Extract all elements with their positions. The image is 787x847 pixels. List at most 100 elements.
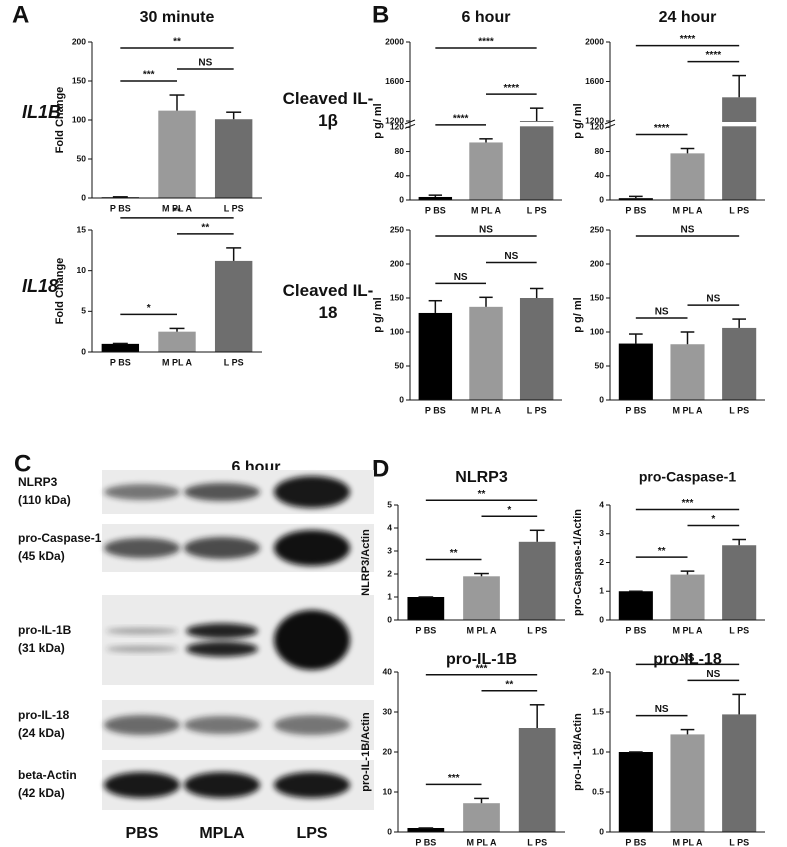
significance-label: **	[478, 489, 486, 500]
bar	[158, 110, 196, 198]
row-label: Cleaved IL-1β	[282, 89, 374, 130]
y-axis-label: p g/ ml	[572, 103, 584, 138]
significance-label: **	[658, 546, 666, 557]
x-tick-label: P BS	[425, 205, 446, 215]
x-tick-label: L PS	[527, 837, 547, 847]
y-tick-label: 0	[599, 394, 604, 404]
blot-lane-label: LPS	[296, 825, 327, 842]
y-axis-label: p g/ ml	[372, 103, 384, 138]
y-tick-label: 0	[399, 194, 404, 204]
blot-band	[274, 476, 350, 508]
y-tick-label: 15	[77, 224, 87, 234]
y-tick-label: 2000	[585, 36, 604, 46]
significance-label: **	[173, 37, 181, 48]
panel-label: C	[14, 450, 31, 477]
y-tick-label: 5	[81, 306, 86, 316]
x-tick-label: L PS	[729, 405, 749, 415]
y-axis-label: p g/ ml	[372, 297, 384, 332]
x-tick-label: M PL A	[162, 203, 193, 213]
y-axis-label: p g/ ml	[572, 297, 584, 332]
y-tick-label: 0	[81, 192, 86, 202]
significance-label: ****	[654, 123, 670, 134]
blot-row-label: pro-IL-1B	[18, 623, 72, 637]
bar	[101, 343, 140, 352]
y-tick-label: 100	[590, 326, 604, 336]
y-tick-label: 4	[387, 522, 392, 532]
significance-label: NS	[655, 704, 669, 715]
blot-band	[184, 716, 260, 734]
y-tick-label: 2000	[385, 36, 404, 46]
bar	[214, 119, 253, 198]
y-tick-label: 50	[595, 360, 605, 370]
y-tick-label: 1600	[385, 76, 404, 86]
y-tick-label: 150	[390, 292, 404, 302]
significance-label: NS	[655, 307, 669, 318]
significance-label: NS	[706, 669, 720, 680]
x-tick-label: M PL A	[466, 625, 497, 635]
x-tick-label: M PL A	[672, 205, 703, 215]
blot-row-label: pro-Caspase-1	[18, 531, 102, 545]
chart-title: 6 hour	[462, 9, 511, 26]
significance-label: **	[201, 223, 209, 234]
y-tick-label: 30	[383, 706, 393, 716]
y-tick-label: 1.0	[592, 746, 604, 756]
y-tick-label: 120	[390, 122, 404, 132]
bar	[722, 545, 757, 620]
y-tick-label: 3	[599, 528, 604, 538]
blot-band	[274, 772, 350, 798]
significance-label: ***	[448, 773, 460, 784]
y-tick-label: 0.5	[592, 786, 604, 796]
bar	[407, 597, 445, 620]
bar	[519, 298, 554, 400]
panel-label: A	[12, 1, 29, 28]
blot-row-label: pro-IL-18	[18, 708, 70, 722]
y-axis-label: pro-IL-18/Actin	[572, 713, 584, 791]
row-label: IL1B	[22, 102, 61, 122]
x-tick-label: M PL A	[466, 837, 497, 847]
y-tick-label: 250	[590, 224, 604, 234]
blot-band	[104, 538, 180, 558]
y-tick-label: 5	[387, 499, 392, 509]
x-tick-label: P BS	[415, 837, 436, 847]
row-label: IL18	[22, 276, 58, 296]
bar	[214, 260, 253, 352]
row-label: Cleaved IL-18	[282, 281, 374, 322]
blot-lane-label: PBS	[126, 825, 159, 842]
significance-label: NS	[198, 58, 212, 69]
y-axis-label: pro-IL-1B/Actin	[360, 712, 372, 792]
x-tick-label: P BS	[425, 405, 446, 415]
x-tick-label: M PL A	[162, 357, 193, 367]
significance-label: ***	[143, 70, 155, 81]
bar	[469, 306, 503, 400]
y-tick-label: 40	[395, 170, 405, 180]
bar	[670, 574, 705, 620]
blot-band	[274, 530, 350, 566]
blot-band	[184, 772, 260, 798]
bar	[519, 121, 554, 200]
bar	[670, 734, 705, 832]
y-tick-label: 1	[387, 591, 392, 601]
y-tick-label: 50	[77, 153, 87, 163]
blot-band	[106, 627, 178, 635]
y-tick-label: 1600	[585, 76, 604, 86]
x-tick-label: L PS	[729, 205, 749, 215]
chart-title: NLRP3	[455, 469, 508, 486]
y-tick-label: 100	[72, 114, 86, 124]
x-tick-label: P BS	[110, 203, 131, 213]
y-tick-label: 0	[599, 194, 604, 204]
bar	[407, 828, 445, 832]
significance-label: NS	[681, 225, 695, 236]
blot-band	[184, 483, 260, 501]
bar	[518, 728, 556, 832]
x-tick-label: L PS	[527, 405, 547, 415]
bar	[418, 312, 453, 400]
y-tick-label: 150	[72, 75, 86, 85]
significance-label: ****	[453, 113, 469, 124]
x-tick-label: P BS	[625, 837, 646, 847]
blot-band	[186, 641, 258, 657]
chart-title: 30 minute	[140, 9, 215, 26]
y-tick-label: 0	[399, 394, 404, 404]
bar	[463, 576, 500, 620]
significance-label: ****	[680, 34, 696, 45]
blot-band	[274, 610, 350, 670]
